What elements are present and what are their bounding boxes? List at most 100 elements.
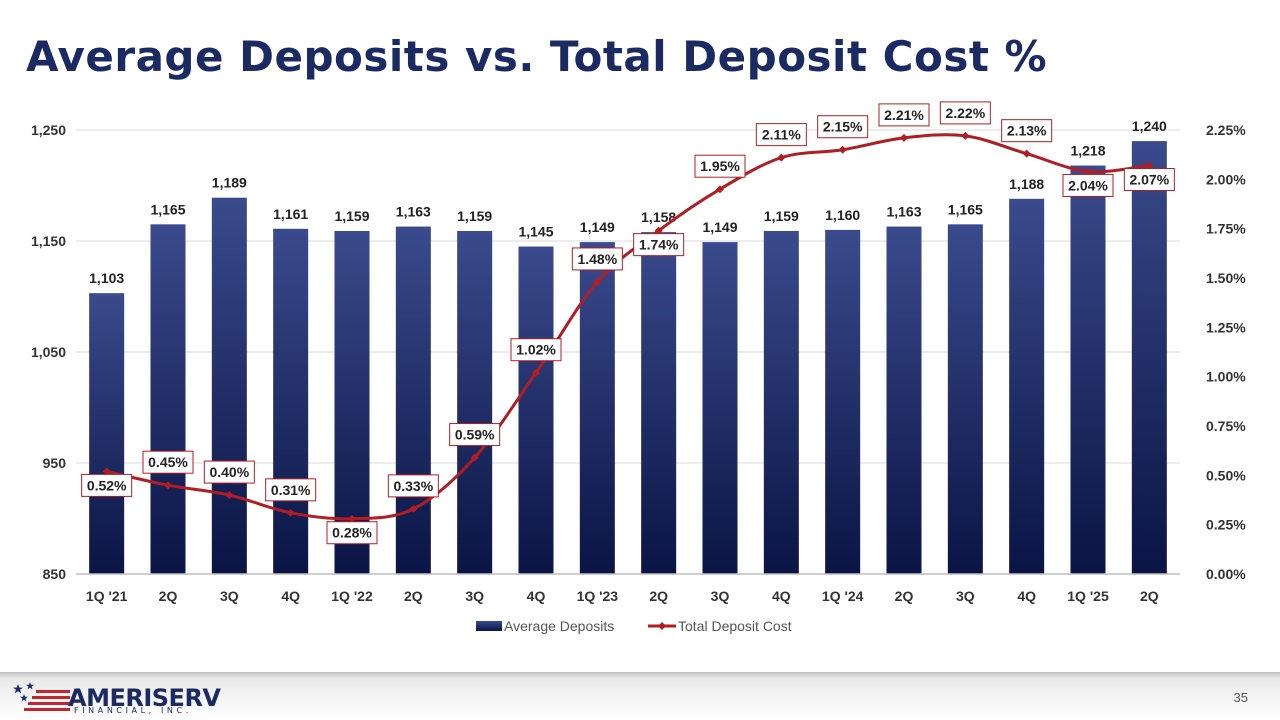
deposit-bar-label: 1,145 [518,224,553,240]
x-tick-label: 3Q [956,588,975,604]
legend-label-average-deposits: Average Deposits [504,618,614,634]
deposit-bar-label: 1,149 [702,219,737,235]
logo-subtitle: FINANCIAL, INC. [74,706,192,715]
deposit-cost-label-box [571,247,623,271]
y-left-tick-label: 850 [43,566,67,582]
x-tick-label: 1Q '21 [86,588,128,604]
deposit-cost-marker [838,145,847,154]
deposit-cost-marker [470,453,479,462]
deposit-bar-label: 1,165 [150,201,185,217]
deposit-cost-marker [348,514,356,523]
y-right-tick-label: 0.00% [1206,566,1246,582]
page-number: 35 [1233,690,1248,705]
deposit-cost-marker [716,185,724,194]
deposit-bar-label: 1,189 [212,175,247,191]
deposit-bar [763,231,799,574]
chart-legend: Average Deposits Total Deposit Cost [476,618,792,634]
deposit-bar-label: 1,161 [273,206,308,222]
x-tick-label: 2Q [1140,588,1159,604]
chart-axes: 850 950 1,050 1,150 1,250 0.00% 0.25% 0.50% 0.75… [31,122,1246,604]
deposit-cost-marker [1084,167,1092,176]
deposit-cost-label-box [510,338,562,362]
deposit-cost-label: 0.31% [271,482,311,498]
deposit-bar [886,226,922,574]
deposits-chart: 1,103 1,165 1,189 1,161 1,159 1,163 1,159 1,145… [31,101,1246,634]
y-left-tick-label: 1,250 [31,122,66,138]
deposit-bar [1070,165,1106,574]
deposit-cost-label: 0.33% [393,478,433,494]
deposit-bar [273,228,309,575]
chart-gridlines [76,129,1180,464]
x-tick-label: 1Q '23 [577,588,619,604]
deposit-cost-marker [286,508,295,517]
deposit-cost-marker [409,504,418,513]
y-right-tick-label: 0.75% [1206,418,1246,434]
deposit-cost-label: 1.95% [700,158,740,174]
deposit-cost-label: 2.22% [945,105,985,121]
deposit-bar [211,197,247,574]
deposit-cost-marker [1022,149,1031,158]
x-tick-label: 2Q [159,588,178,604]
deposit-cost-label-box [142,450,194,474]
flag-stars-icon [13,682,34,702]
deposit-cost-label: 0.28% [332,525,372,541]
deposit-bar-label: 1,163 [396,204,431,220]
deposit-cost-label: 2.13% [1007,123,1047,139]
deposit-bar [89,293,125,574]
deposit-bar [395,226,431,574]
ameriserv-logo [13,682,70,711]
y-left-tick-label: 1,150 [31,233,66,249]
deposit-bar-label: 1,159 [764,208,799,224]
deposit-cost-marker [225,491,234,500]
deposit-bar-label: 1,149 [580,219,615,235]
deposit-bars: 1,103 1,165 1,189 1,161 1,159 1,163 1,159 1,145… [89,118,1167,575]
deposit-cost-label-box [1001,119,1053,143]
deposit-cost-path [106,133,1150,521]
x-tick-label: 4Q [527,588,546,604]
deposit-cost-label: 2.11% [762,127,801,143]
deposit-cost-label-box [817,115,869,139]
deposit-cost-label-box [755,123,807,147]
deposit-cost-label: 2.21% [884,107,924,123]
x-tick-label: 4Q [772,588,791,604]
deposit-cost-marker [164,481,172,490]
deposit-cost-marker [102,467,111,476]
y-right-tick-label: 0.50% [1206,467,1246,483]
deposit-cost-label: 2.04% [1068,177,1108,193]
deposit-bar [947,224,983,574]
footer-band [0,672,1280,720]
deposit-cost-marker [654,226,663,235]
deposit-bar [641,232,677,574]
y-right-tick-label: 1.75% [1206,221,1246,237]
deposit-cost-label: 0.40% [209,464,249,480]
x-tick-label: 2Q [404,588,423,604]
y-right-tick-label: 2.25% [1206,122,1246,138]
deposit-bar-label: 1,160 [825,207,860,223]
deposit-bar-label: 1,188 [1009,176,1044,192]
deposit-cost-marker [961,131,970,140]
legend-label-total-deposit-cost: Total Deposit Cost [678,618,792,634]
deposit-cost-label-box [387,474,439,498]
deposit-bar-label: 1,158 [641,209,676,225]
deposit-bar-label: 1,218 [1070,143,1105,159]
legend-swatch-average-deposits [476,621,502,631]
deposit-bar [457,231,493,574]
deposit-bar [518,246,554,575]
deposit-bar-label: 1,240 [1132,118,1167,134]
deposit-cost-label-box [203,460,255,484]
deposit-bar [825,229,861,574]
logo-wordmark: AMERISERV [68,684,221,712]
deposit-bar-label: 1,159 [334,208,369,224]
deposit-cost-label-box [939,101,991,125]
x-tick-label: 3Q [220,588,239,604]
x-tick-label: 2Q [895,588,914,604]
deposit-cost-marker [900,133,908,142]
y-right-tick-label: 1.50% [1206,270,1246,286]
flag-stripes-icon [24,690,70,711]
deposit-bar [702,242,738,575]
y-left-tick-label: 1,050 [31,344,66,360]
deposit-cost-label: 0.59% [455,427,495,443]
x-tick-label: 1Q '22 [331,588,373,604]
y-right-tick-label: 1.00% [1206,369,1246,385]
deposit-cost-label: 1.02% [516,342,556,358]
